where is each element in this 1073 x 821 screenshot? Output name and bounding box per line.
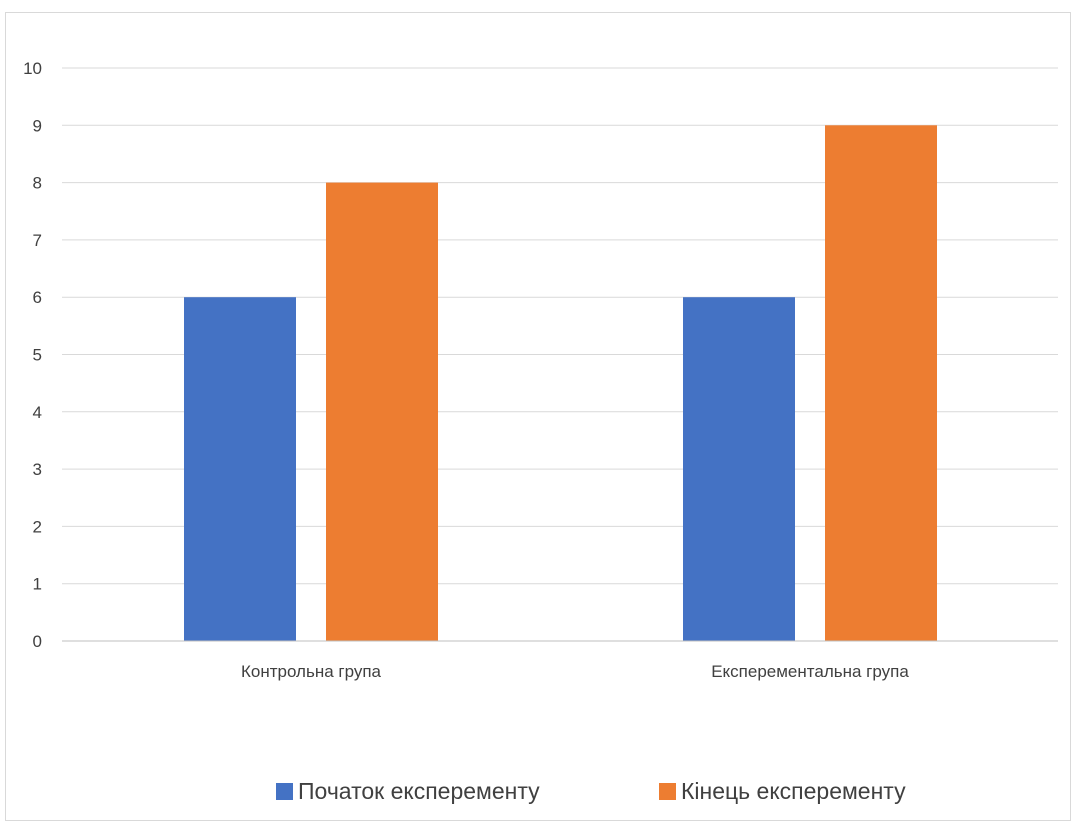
bar-series2-cat1 [326,182,438,641]
y-tick-label-10: 10 [23,59,42,78]
legend-swatch-2 [659,783,676,800]
legend-label-1: Початок експеременту [298,778,540,804]
y-tick-label-9: 9 [33,116,42,135]
y-tick-label-2: 2 [33,517,42,536]
y-tick-label-5: 5 [33,346,42,365]
bars [184,125,937,642]
y-tick-label-4: 4 [33,403,42,422]
legend-label-2: Кінець експеременту [681,778,906,804]
bar-series2-cat2 [825,125,937,642]
x-category-label-2: Експерементальна група [711,662,909,681]
bar-series1-cat2 [683,297,795,641]
bar-series1-cat1 [184,297,296,641]
y-tick-label-1: 1 [33,575,42,594]
y-tick-label-3: 3 [33,460,42,479]
legend-swatch-1 [276,783,293,800]
y-tick-label-8: 8 [33,174,42,193]
x-category-label-1: Контрольна група [241,662,382,681]
y-tick-label-0: 0 [33,632,42,651]
y-tick-label-6: 6 [33,288,42,307]
x-axis-category-labels: Контрольна група Експерементальна група [241,662,909,681]
y-tick-label-7: 7 [33,231,42,250]
legend: Початок експеременту Кінець експеременту [276,778,906,804]
y-axis-tick-labels: 0 1 2 3 4 5 6 7 8 9 10 [23,59,42,651]
